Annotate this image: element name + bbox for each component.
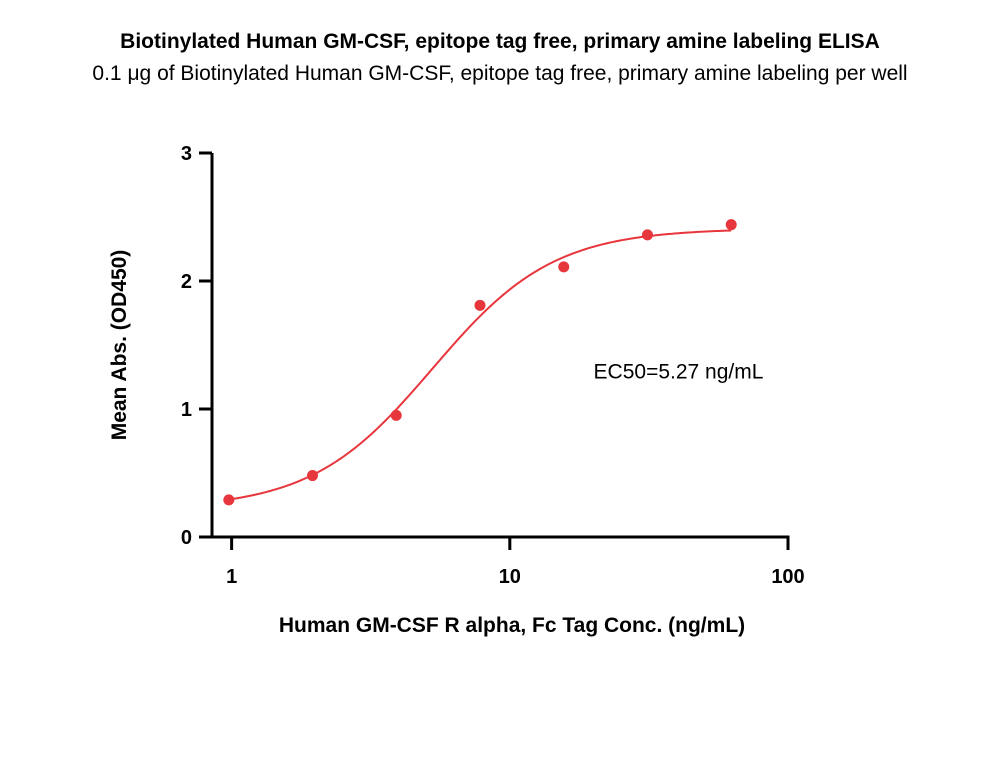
ec50-annotation: EC50=5.27 ng/mL bbox=[594, 360, 764, 383]
y-axis-title: Mean Abs. (OD450) bbox=[108, 250, 131, 441]
y-tick-label-3: 3 bbox=[181, 143, 192, 165]
chart-subtitle: 0.1 μg of Biotinylated Human GM-CSF, epi… bbox=[92, 62, 908, 85]
data-point-5 bbox=[558, 261, 570, 273]
axes bbox=[199, 151, 790, 550]
data-point-4 bbox=[474, 299, 486, 311]
labels-layer: 0 1 2 3 1 10 100 EC50=5.27 ng/mL Human GM-CSF R … bbox=[108, 143, 805, 637]
x-tick-label-100: 100 bbox=[771, 566, 804, 588]
y-tick-label-0: 0 bbox=[181, 527, 192, 549]
data-points-layer bbox=[223, 219, 737, 506]
chart-title: Biotinylated Human GM-CSF, epitope tag f… bbox=[120, 30, 880, 53]
x-tick-label-1: 1 bbox=[226, 566, 237, 588]
y-tick-label-2: 2 bbox=[181, 271, 192, 293]
x-axis-title: Human GM-CSF R alpha, Fc Tag Conc. (ng/m… bbox=[279, 614, 745, 637]
y-tick-label-1: 1 bbox=[181, 399, 192, 421]
data-point-7 bbox=[725, 219, 737, 231]
data-point-3 bbox=[390, 409, 402, 421]
data-point-2 bbox=[307, 470, 319, 482]
x-tick-label-10: 10 bbox=[499, 566, 521, 588]
data-point-6 bbox=[641, 229, 653, 241]
data-point-1 bbox=[223, 494, 235, 506]
